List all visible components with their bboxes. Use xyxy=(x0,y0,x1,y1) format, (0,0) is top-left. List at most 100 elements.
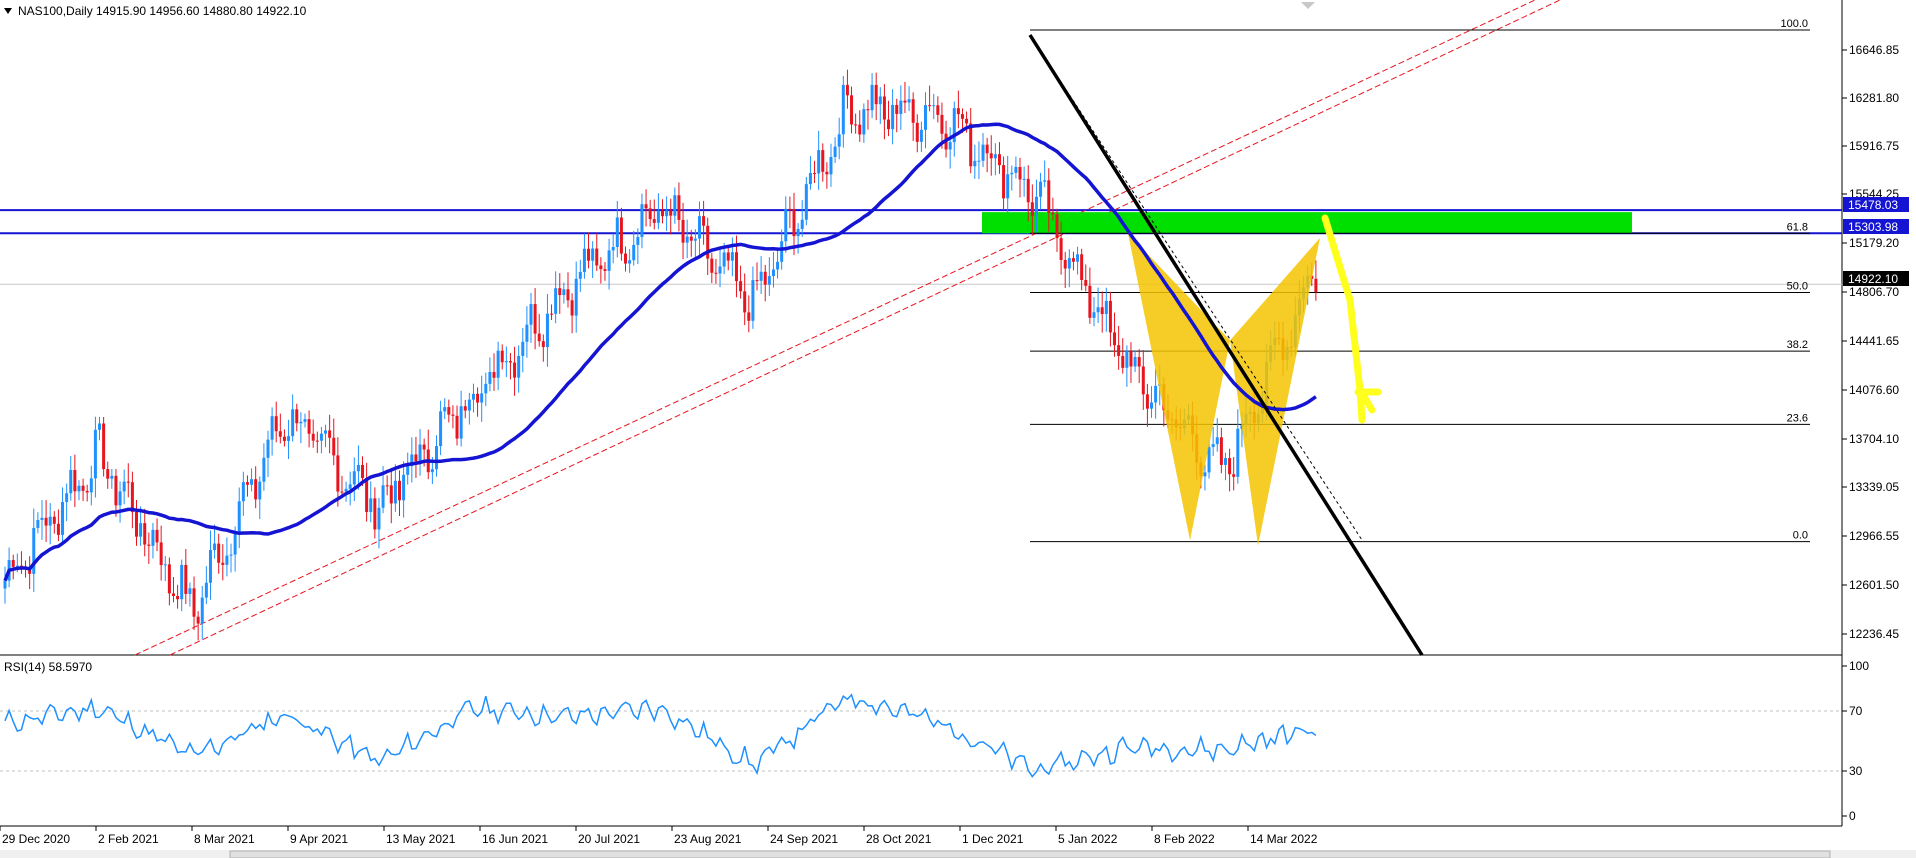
candle-body xyxy=(508,361,512,363)
chart-symbol-info: NAS100,Daily 14915.90 14956.60 14880.80 … xyxy=(18,4,307,18)
candle-body xyxy=(640,204,644,238)
candle-body xyxy=(151,529,155,546)
candle-body xyxy=(287,436,291,441)
candle-body xyxy=(1121,355,1125,368)
candle-body xyxy=(233,534,237,555)
candle-body xyxy=(1117,345,1121,356)
candle-body xyxy=(52,516,56,524)
candle-body xyxy=(587,248,591,261)
candle-body xyxy=(697,216,701,239)
candle-body xyxy=(1232,474,1236,477)
trend-line[interactable] xyxy=(1028,34,1424,656)
candle-body xyxy=(1014,167,1018,173)
candle-body xyxy=(250,479,254,485)
candle-body xyxy=(784,208,788,242)
trend-line-dashed[interactable] xyxy=(1029,34,1363,541)
candle-body xyxy=(434,446,438,470)
candle-body xyxy=(739,281,743,292)
time-axis-label: 16 Jun 2021 xyxy=(482,832,548,846)
candle-body xyxy=(241,482,245,502)
candle-body xyxy=(792,208,796,237)
price-axis-label: 15916.75 xyxy=(1849,139,1899,153)
candle-body xyxy=(504,361,508,363)
candle-body xyxy=(365,477,369,512)
candle-body xyxy=(459,406,463,439)
price-axis-label: 14076.60 xyxy=(1849,383,1899,397)
candle-body xyxy=(40,517,44,521)
candle-body xyxy=(208,549,212,583)
supply-zone[interactable] xyxy=(982,212,1632,234)
harmonic-pattern-right[interactable] xyxy=(1230,237,1320,546)
price-axis-label: 12236.45 xyxy=(1849,627,1899,641)
candle-body xyxy=(759,271,763,281)
price-tag-lower: 15303.98 xyxy=(1848,220,1898,234)
candle-body xyxy=(845,84,849,96)
candle-body xyxy=(262,457,266,482)
candle-body xyxy=(862,109,866,135)
price-axis-label: 15179.20 xyxy=(1849,236,1899,250)
candle-body xyxy=(1108,300,1112,333)
candle-body xyxy=(689,236,693,241)
candle-body xyxy=(406,466,410,475)
candle-body xyxy=(718,266,722,274)
candle-body xyxy=(77,485,81,492)
candle-body xyxy=(1154,385,1158,403)
candle-body xyxy=(480,393,484,403)
candle-body xyxy=(1026,178,1030,203)
candle-body xyxy=(558,288,562,296)
harmonic-pattern-left[interactable] xyxy=(1128,233,1230,541)
chart-menu-arrow-icon[interactable] xyxy=(4,8,12,14)
candle-body xyxy=(891,104,895,130)
candle-body xyxy=(282,436,286,441)
candle-body xyxy=(730,252,734,261)
candle-body xyxy=(196,616,200,624)
channel-line-upper[interactable] xyxy=(134,0,1536,656)
candle-body xyxy=(685,236,689,243)
candle-body xyxy=(167,564,171,594)
candle-body xyxy=(833,146,837,158)
candle-body xyxy=(328,430,332,438)
candle-body xyxy=(213,543,217,550)
time-axis-label: 8 Feb 2022 xyxy=(1154,832,1215,846)
scrollbar-thumb[interactable] xyxy=(229,850,1831,858)
candle-body xyxy=(377,507,381,530)
candle-body xyxy=(200,597,204,624)
candle-body xyxy=(669,210,673,216)
shift-marker-icon[interactable] xyxy=(1301,2,1315,9)
candle-body xyxy=(771,269,775,277)
candle-body xyxy=(414,454,418,462)
time-axis-label: 23 Aug 2021 xyxy=(674,832,742,846)
candle-body xyxy=(1088,285,1092,318)
candle-body xyxy=(28,567,32,574)
candle-body xyxy=(924,105,927,130)
candle-body xyxy=(348,484,352,489)
candle-body xyxy=(603,269,607,271)
candle-body xyxy=(324,430,328,434)
channel-line-lower[interactable] xyxy=(169,0,1561,656)
candle-body xyxy=(755,280,759,282)
candle-body xyxy=(693,238,697,241)
candle-body xyxy=(1055,214,1059,239)
candle-body xyxy=(817,150,821,174)
candle-body xyxy=(866,109,870,111)
candle-body xyxy=(919,129,923,142)
candle-body xyxy=(537,333,541,342)
candle-body xyxy=(180,564,184,600)
candle-body xyxy=(800,219,804,229)
candle-body xyxy=(418,444,422,462)
tag-bg-upper xyxy=(1843,197,1909,212)
projection-arrow[interactable] xyxy=(1321,214,1382,424)
candle-body xyxy=(291,409,295,437)
candle-body xyxy=(192,588,196,617)
candle-body xyxy=(1030,202,1034,216)
time-axis-label: 24 Sep 2021 xyxy=(770,832,838,846)
candle-body xyxy=(98,423,102,430)
time-axis-label: 14 Mar 2022 xyxy=(1250,832,1318,846)
candle-body xyxy=(825,171,829,175)
candle-body xyxy=(911,99,915,123)
candle-body xyxy=(430,469,434,473)
candle-body xyxy=(69,469,73,494)
candle-body xyxy=(1100,307,1104,315)
